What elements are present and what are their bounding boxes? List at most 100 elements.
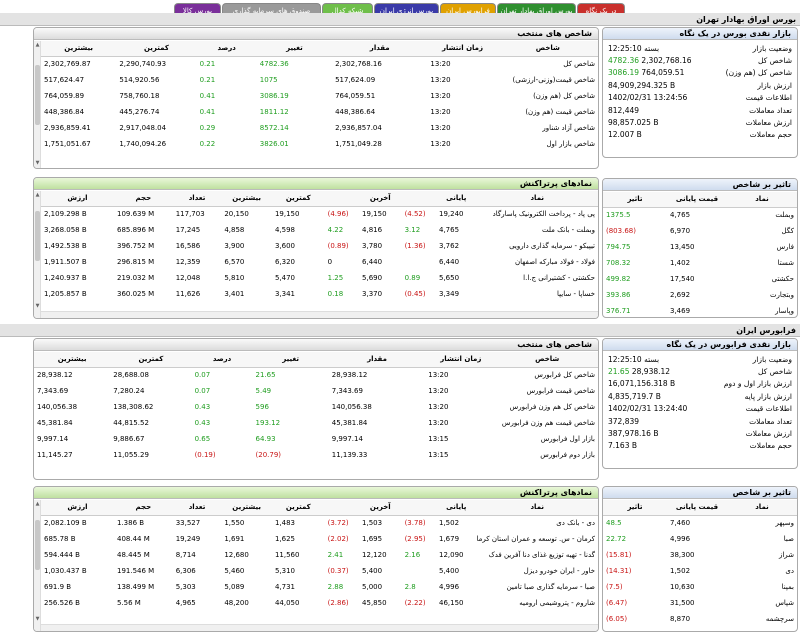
impact-row[interactable]: وبتجارت 2,692 393.86 (603, 287, 797, 303)
index-row[interactable]: شاخص بازار اول 13:20 1,751,049.28 3826.01 0.… (41, 136, 598, 152)
index-row[interactable]: شاخص کل هم وزن فرابورس 13:20 140,056.38 596… (34, 399, 598, 415)
tse-active-scrollbar[interactable]: ▲ ▼ (34, 191, 41, 318)
index-name[interactable]: شاخص قیمت(وزنی-ارزشی) (512, 76, 595, 84)
index-name[interactable]: شاخص کل (563, 60, 595, 69)
active-row[interactable]: پی پاد - پرداخت الکترونیک پاسارگاد 19,240… (41, 206, 598, 222)
impact-row[interactable]: دی 1,502 (14.31) (603, 563, 797, 579)
summary-value-cell: 4,835,719.7 B (605, 390, 715, 402)
index-row[interactable]: شاخص قیمت فرابورس 13:20 7,343.69 5.49 0.07 7,… (34, 383, 598, 399)
impact-symbol[interactable]: وسپهر (775, 519, 794, 528)
index-value: 2,302,768.16 (335, 60, 382, 69)
summary-delta: 4782.36 (608, 56, 640, 66)
active-row[interactable]: خساپا - سایپا 3,349 (0.45) 3,370 0.18 3,341 3,… (41, 286, 598, 302)
index-row[interactable]: بازار دوم فرابورس 13:15 11,139.33 (20.79) (0… (34, 447, 598, 463)
impact-symbol[interactable]: حکشتی (771, 275, 794, 283)
impact-row[interactable]: وبملت 4,765 1375.5 (603, 207, 797, 223)
impact-symbol[interactable]: شستا (777, 259, 794, 267)
active-name[interactable]: شاروم - پتروشیمی ارومیه (519, 599, 595, 607)
active-row[interactable]: خاور - ایران خودرو دیزل 5,400 5,400 (0.37) 5… (41, 563, 598, 579)
tse-indices-scrollbar[interactable]: ▲ ▼ (34, 41, 41, 168)
impact-row[interactable]: شراز 38,300 (15.81) (603, 547, 797, 563)
active-low: 1,625 (274, 535, 295, 543)
impact-row[interactable]: حکشتی 17,540 499.82 (603, 271, 797, 287)
index-row[interactable]: شاخص قیمت (هم وزن) 13:20 448,386.64 1811.12… (41, 104, 598, 120)
active-last: 4,816 (362, 226, 383, 234)
ifb-active-hscrollbar[interactable] (41, 624, 598, 631)
active-name[interactable]: تیپیکو - سرمایه گذاری دارویی (509, 242, 595, 250)
index-name[interactable]: شاخص کل هم وزن فرابورس (509, 403, 595, 411)
section-title-ifb: فرابورس ایران (0, 324, 800, 337)
active-row[interactable]: دی - بانک دی 1,502 (3.78) 1,503 (3.72) 1,483 1… (41, 515, 598, 531)
active-count: 117,703 (175, 210, 205, 219)
active-name[interactable]: کرمان - س. توسعه و عمران استان کرمان (476, 535, 595, 543)
impact-symbol[interactable]: کگل (781, 227, 795, 235)
active-row[interactable]: شاروم - پتروشیمی ارومیه 46,150 (2.22) 45,85… (41, 595, 598, 611)
index-row[interactable]: شاخص کل (هم وزن) 13:20 764,059.51 3086.19 0.… (41, 88, 598, 104)
index-row[interactable]: شاخص قیمت هم وزن فرابورس 13:20 45,381.84 19… (34, 415, 598, 431)
ifb-active-scrollbar[interactable]: ▲ ▼ (34, 500, 41, 631)
index-percent: (0.19) (194, 451, 216, 459)
tse-active-hscrollbar[interactable] (41, 311, 598, 318)
active-row[interactable]: وبملت - بانک ملت 4,765 3.12 4,816 4.22 4,598 4… (41, 222, 598, 238)
active-name[interactable]: فولاد - فولاد مبارکه اصفهان (515, 258, 595, 266)
index-name[interactable]: شاخص قیمت هم وزن فرابورس (501, 419, 595, 427)
impact-row[interactable]: سرچشمه 8,870 (6.05) (603, 611, 797, 627)
impact-row[interactable]: کگل 6,970 (803.68) (603, 223, 797, 239)
active-last-change: 2.88 (327, 583, 344, 591)
impact-row[interactable]: فارس 13,450 794.75 (603, 239, 797, 255)
active-row[interactable]: تیپیکو - سرمایه گذاری دارویی 3,762 (1.36) 3… (41, 238, 598, 254)
impact-value: 393.86 (606, 291, 631, 299)
index-name[interactable]: بازار دوم فرابورس (540, 451, 595, 459)
index-row[interactable]: بازار اول فرابورس 13:15 9,997.14 64.93 0.65 9… (34, 431, 598, 447)
active-name[interactable]: خاور - ایران خودرو دیزل (523, 567, 595, 575)
impact-row[interactable]: صبا 4,996 22.72 (603, 531, 797, 547)
impact-symbol[interactable]: دی (785, 567, 794, 575)
impact-row[interactable]: شستا 1,402 708.32 (603, 255, 797, 271)
impact-symbol[interactable]: وبملت (775, 211, 794, 220)
active-row[interactable]: حکشتی - کشتیرانی ج.ا.ا 5,650 0.89 5,690 1.25… (41, 270, 598, 286)
index-row[interactable]: شاخص قیمت(وزنی-ارزشی) 13:20 517,624.09 1075… (41, 72, 598, 88)
active-volume: 5.56 M (116, 599, 141, 607)
index-row[interactable]: شاخص آزاد شناور 13:20 2,936,857.04 8572.14 0… (41, 120, 598, 136)
active-close: 1,679 (438, 535, 460, 543)
column-header: نماد (727, 192, 797, 208)
impact-symbol[interactable]: سرچشمه (765, 615, 794, 623)
index-name[interactable]: شاخص قیمت (هم وزن) (525, 108, 595, 116)
active-name[interactable]: گدنا - تهیه توزیع غذای دنا آفرین فدک (488, 551, 595, 559)
active-name[interactable]: خساپا - سایپا (557, 290, 595, 298)
active-name[interactable]: پی پاد - پرداخت الکترونیک پاسارگاد (492, 210, 595, 219)
index-name[interactable]: شاخص قیمت فرابورس (526, 387, 595, 395)
impact-symbol[interactable]: شپاس (775, 599, 794, 607)
index-name[interactable]: شاخص کل (هم وزن) (533, 92, 595, 100)
impact-symbol[interactable]: وبتجارت (769, 291, 794, 299)
impact-row[interactable]: وپاسار 3,469 376.71 (603, 303, 797, 317)
active-name[interactable]: صبا - سرمایه گذاری صبا تامین (506, 583, 595, 591)
index-name[interactable]: شاخص بازار اول (546, 140, 595, 148)
impact-symbol[interactable]: فارس (776, 243, 794, 251)
impact-symbol[interactable]: صبا (783, 535, 794, 543)
index-row[interactable]: شاخص کل فرابورس 13:20 28,938.12 21.65 0.07 28… (34, 367, 598, 383)
impact-row[interactable]: شپاس 31,500 (6.47) (603, 595, 797, 611)
impact-row[interactable]: وسپهر 7,460 48.5 (603, 515, 797, 531)
index-high: 11,145.27 (37, 451, 73, 459)
summary-label: حجم معاملات (749, 130, 792, 140)
active-row[interactable]: گدنا - تهیه توزیع غذای دنا آفرین فدک 12,0… (41, 547, 598, 563)
index-name[interactable]: شاخص آزاد شناور (542, 124, 595, 132)
active-row[interactable]: فولاد - فولاد مبارکه اصفهان 6,440 6,440 0 6,… (41, 254, 598, 270)
active-name[interactable]: دی - بانک دی (556, 519, 595, 528)
column-header: کمترین (271, 500, 325, 516)
active-row[interactable]: صبا - سرمایه گذاری صبا تامین 4,996 2.8 5,00… (41, 579, 598, 595)
active-count: 16,586 (175, 242, 201, 250)
impact-symbol[interactable]: شراز (778, 551, 794, 559)
impact-symbol[interactable]: وپاسار (775, 307, 794, 315)
summary-value-cell: 98,857.025 B (605, 116, 715, 128)
summary-label: شاخص کل (757, 367, 792, 377)
index-name[interactable]: شاخص کل فرابورس (534, 371, 595, 380)
impact-symbol[interactable]: بمپنا (781, 583, 794, 591)
active-row[interactable]: کرمان - س. توسعه و عمران استان کرمان 1,67… (41, 531, 598, 547)
impact-row[interactable]: بمپنا 10,630 (7.5) (603, 579, 797, 595)
active-name[interactable]: وبملت - بانک ملت (541, 226, 595, 234)
index-row[interactable]: شاخص کل 13:20 2,302,768.16 4782.36 0.21 2,290… (41, 56, 598, 72)
active-name[interactable]: حکشتی - کشتیرانی ج.ا.ا (523, 274, 595, 282)
index-name[interactable]: بازار اول فرابورس (540, 435, 595, 443)
